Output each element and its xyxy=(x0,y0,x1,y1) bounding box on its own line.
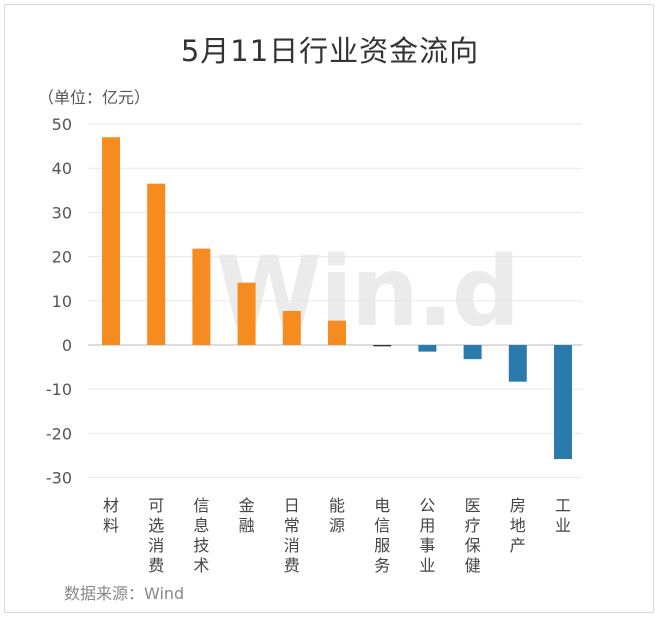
unit-label: （单位：亿元） xyxy=(38,88,151,107)
y-tick-label: 30 xyxy=(52,203,72,222)
y-tick-label: 0 xyxy=(62,336,72,355)
category-label: 可选消费 xyxy=(148,496,164,575)
bar-5 xyxy=(282,310,301,345)
bar-7 xyxy=(373,345,392,347)
bar-11 xyxy=(554,345,572,460)
chart-frame xyxy=(4,4,654,613)
category-label: 电信服务 xyxy=(374,496,390,575)
y-tick-labels: 50 40 30 20 10 0 -10 -20 -30 xyxy=(46,115,72,488)
bar-6 xyxy=(328,320,346,345)
category-label: 房地产 xyxy=(510,496,526,555)
data-source: 数据来源：Wind xyxy=(64,584,185,603)
chart-title: 5月11日行业资金流向 xyxy=(180,34,480,68)
category-label: 日常消费 xyxy=(284,496,300,575)
bar-9 xyxy=(463,345,482,360)
category-labels: 材料 可选消费 信息技术 金融 日常消费 能源 电信服务 公用事业 医疗保健 房地产 工业 xyxy=(103,496,571,575)
category-label: 工业 xyxy=(555,496,571,535)
bar-10 xyxy=(508,345,527,382)
category-label: 能源 xyxy=(329,496,345,535)
category-label: 医疗保健 xyxy=(465,496,481,575)
category-label: 公用事业 xyxy=(419,496,435,575)
y-tick-label: 10 xyxy=(52,292,72,311)
bar-8 xyxy=(418,345,437,352)
category-label: 金融 xyxy=(239,496,255,535)
bars xyxy=(102,137,572,460)
y-tick-label: -30 xyxy=(46,469,72,488)
y-tick-label: 50 xyxy=(52,115,72,134)
bar-4 xyxy=(237,282,256,345)
grid-lines xyxy=(88,123,582,479)
y-tick-label: -20 xyxy=(46,424,72,443)
category-label: 信息技术 xyxy=(193,496,209,575)
y-tick-label: 20 xyxy=(52,248,72,267)
y-tick-label: -10 xyxy=(46,380,72,399)
wind-watermark: Win.d xyxy=(216,236,520,348)
bar-2 xyxy=(147,183,166,345)
bar-3 xyxy=(192,248,211,345)
bar-1 xyxy=(102,137,120,345)
category-label: 材料 xyxy=(103,496,119,535)
y-tick-label: 40 xyxy=(52,159,72,178)
